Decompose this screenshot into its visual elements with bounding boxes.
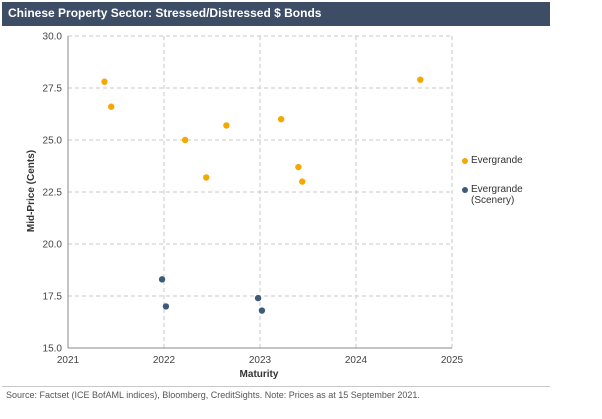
evergrande-scenery-point: [158, 276, 166, 283]
legend-label-evergrande-scenery: Evergrande (Scenery): [471, 184, 523, 206]
x-axis-title: Maturity: [240, 369, 279, 380]
y-tick-label: 30.0: [43, 32, 63, 43]
evergrande-point: [101, 78, 108, 85]
legend-item-evergrande: Evergrande: [462, 155, 523, 166]
legend-marker-evergrande-scenery: [462, 187, 468, 193]
y-tick-label: 22.5: [43, 188, 63, 199]
x-tick-label: 2022: [153, 355, 176, 366]
y-tick-label: 25.0: [43, 136, 63, 147]
source-divider: [2, 386, 550, 387]
x-tick-label: 2021: [57, 355, 80, 366]
evergrande-point: [295, 163, 302, 171]
x-tick-label: 2023: [249, 355, 272, 366]
evergrande-point: [108, 103, 115, 110]
evergrande-scenery-point: [258, 307, 266, 314]
chart-title: Chinese Property Sector: Stressed/Distre…: [8, 6, 322, 20]
evergrande-point: [203, 174, 210, 181]
y-tick-label: 27.5: [43, 84, 63, 95]
evergrande-scenery-point: [162, 303, 170, 310]
evergrande-point: [299, 178, 306, 185]
evergrande-point: [223, 122, 230, 129]
title-bar: Chinese Property Sector: Stressed/Distre…: [2, 2, 550, 26]
evergrande-scenery-point: [254, 294, 262, 302]
x-tick-label: 2025: [441, 355, 464, 366]
tick-labels: 15.0 17.5 20.0 22.5 25.0 27.5 30.0 2021 2022 2023…: [43, 32, 464, 367]
evergrande-point: [181, 136, 189, 144]
evergrande-point: [417, 76, 424, 83]
y-tick-label: 20.0: [43, 240, 63, 251]
y-axis-title: Mid-Price (Cents): [26, 150, 37, 232]
grid-lines: [68, 35, 453, 348]
axes: [67, 36, 452, 349]
y-tick-label: 15.0: [43, 344, 63, 355]
evergrande-point: [277, 116, 285, 123]
source-note: Source: Factset (ICE BofAML indices), Bl…: [6, 390, 420, 400]
x-tick-label: 2024: [345, 355, 368, 366]
legend: Evergrande Evergrande (Scenery): [462, 155, 523, 224]
legend-item-evergrande-scenery: Evergrande (Scenery): [462, 184, 523, 206]
data-points: [101, 76, 424, 314]
legend-label-evergrande: Evergrande: [471, 155, 523, 166]
legend-marker-evergrande: [462, 158, 468, 164]
y-tick-label: 17.5: [43, 292, 63, 303]
